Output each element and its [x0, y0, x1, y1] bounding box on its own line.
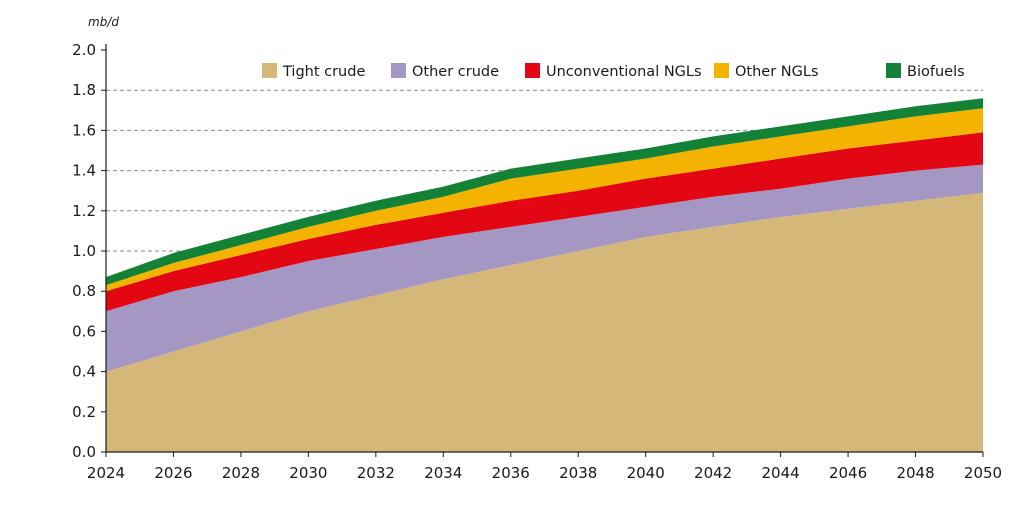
x-tick-label: 2026 [154, 464, 192, 482]
x-tick-label: 2038 [559, 464, 597, 482]
x-tick-label: 2048 [896, 464, 934, 482]
x-tick-label: 2030 [289, 464, 327, 482]
y-tick-label: 1.0 [72, 242, 96, 260]
y-tick-label: 0.4 [72, 363, 96, 381]
y-unit-label: mb/d [88, 15, 119, 29]
y-axis-ticks: 0.0 0.2 0.4 0.6 0.8 1.0 1.2 1.4 1.6 1.8 2.0 [72, 41, 106, 461]
area-other-crude [106, 164, 983, 372]
legend-swatch-biofuels [886, 63, 901, 78]
legend-label-tight-crude: Tight crude [282, 64, 365, 80]
legend: Tight crude Other crude Unconventional NGL… [262, 63, 965, 80]
area-unconventional-ngls [106, 132, 983, 312]
x-tick-label: 2024 [87, 464, 125, 482]
y-tick-label: 1.6 [72, 121, 96, 139]
axes [105, 44, 983, 453]
y-tick-label: 0.8 [72, 282, 96, 300]
x-tick-label: 2034 [424, 464, 462, 482]
legend-label-other-ngls: Other NGLs [735, 64, 819, 80]
x-tick-label: 2040 [627, 464, 665, 482]
legend-label-unconventional-ngls: Unconventional NGLs [546, 64, 702, 80]
x-tick-label: 2044 [762, 464, 800, 482]
y-tick-label: 1.8 [72, 81, 96, 99]
y-tick-label: 0.2 [72, 403, 96, 421]
legend-label-other-crude: Other crude [412, 64, 499, 80]
legend-swatch-other-crude [391, 63, 406, 78]
area-series-group [106, 98, 983, 452]
x-tick-label: 2042 [694, 464, 732, 482]
y-tick-label: 0.6 [72, 322, 96, 340]
y-tick-label: 2.0 [72, 41, 96, 59]
area-other-ngls [106, 108, 983, 292]
area-tight-crude [106, 192, 983, 452]
y-tick-label: 1.4 [72, 162, 96, 180]
area-biofuels [106, 98, 983, 286]
x-tick-label: 2050 [964, 464, 1002, 482]
legend-swatch-unconventional-ngls [525, 63, 540, 78]
x-tick-label: 2036 [492, 464, 530, 482]
x-tick-label: 2032 [357, 464, 395, 482]
legend-swatch-tight-crude [262, 63, 277, 78]
y-tick-label: 1.2 [72, 202, 96, 220]
legend-swatch-other-ngls [714, 63, 729, 78]
legend-label-biofuels: Biofuels [907, 64, 965, 80]
x-tick-label: 2028 [222, 464, 260, 482]
x-tick-label: 2046 [829, 464, 867, 482]
y-tick-label: 0.0 [72, 443, 96, 461]
x-axis-ticks: 2024 2026 2028 2030 2032 2034 2036 2038 2040 2042… [87, 452, 1002, 482]
